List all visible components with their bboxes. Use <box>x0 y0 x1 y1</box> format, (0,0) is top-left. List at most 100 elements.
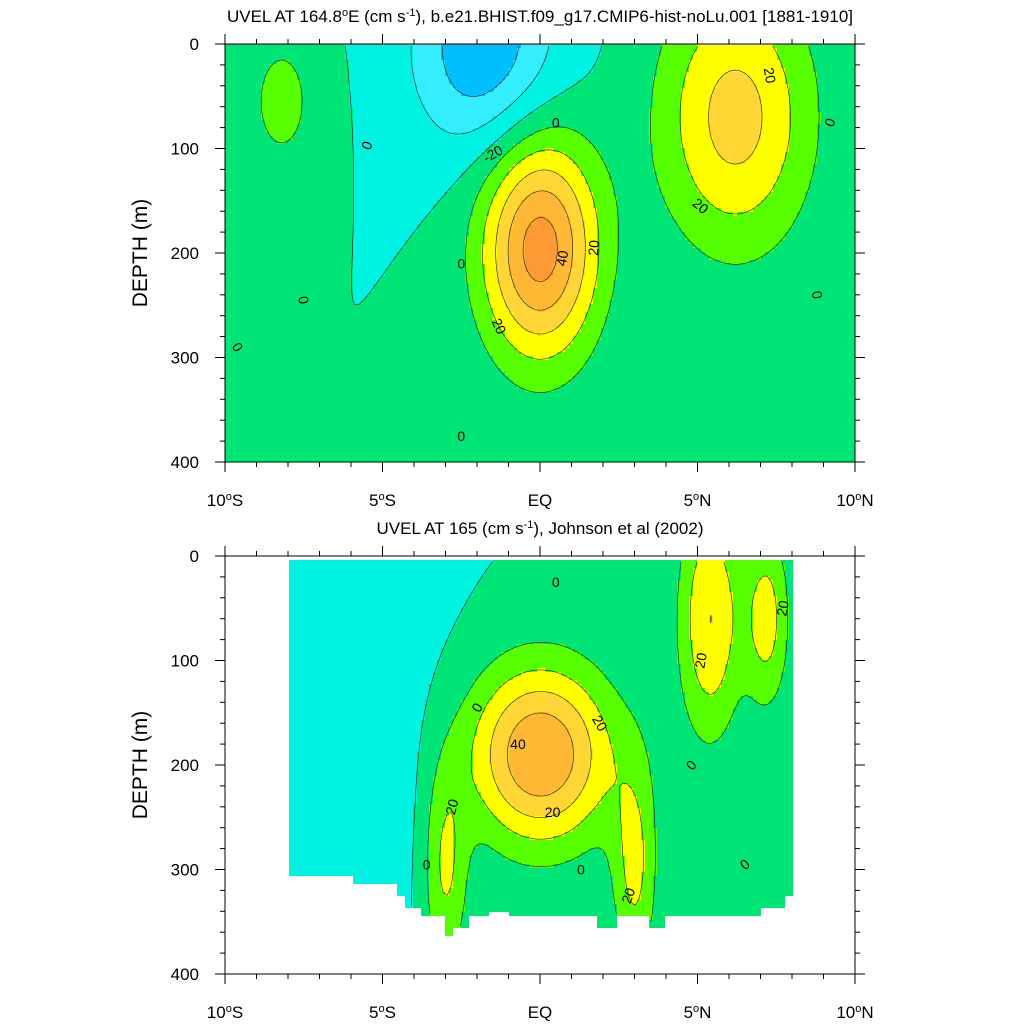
contour-cell <box>377 280 465 284</box>
contour-cell <box>465 896 613 900</box>
contour-cell <box>353 140 497 144</box>
contour-cell <box>789 608 793 612</box>
contour-cell <box>689 632 733 636</box>
contour-cell <box>349 96 421 100</box>
contour-cell <box>289 640 445 644</box>
contour-cell <box>577 164 605 168</box>
contour-cell <box>513 64 541 68</box>
contour-cell <box>689 620 709 624</box>
contour-cell <box>549 44 601 48</box>
contour-cell <box>653 160 685 164</box>
contour-cell <box>769 700 793 704</box>
contour-cell <box>461 916 469 920</box>
contour-cell <box>453 184 481 188</box>
contour-cell <box>537 76 585 80</box>
contour-cell <box>681 688 705 692</box>
contour-cell <box>709 104 761 108</box>
contour-cell <box>525 232 557 236</box>
contour-cell <box>445 932 453 936</box>
contour-cell <box>597 340 855 344</box>
contour-cell <box>681 116 709 120</box>
contour-cell <box>777 612 789 616</box>
contour-cell <box>577 796 601 800</box>
contour-cell <box>689 60 781 64</box>
contour-cell <box>589 356 855 360</box>
contour-cell <box>353 196 441 200</box>
contour-cell <box>441 56 517 60</box>
contour-cell <box>473 204 489 208</box>
contour-cell <box>817 144 855 148</box>
contour-cell <box>353 120 433 124</box>
contour-cell <box>509 244 525 248</box>
contour-cell <box>501 156 525 160</box>
contour-cell <box>709 112 761 116</box>
contour-cell <box>617 908 653 912</box>
contour-cell <box>517 96 553 100</box>
contour-cell <box>653 912 761 916</box>
contour-cell <box>489 204 505 208</box>
contour-cell <box>513 280 569 284</box>
contour-cell <box>353 264 389 268</box>
contour-cell <box>593 200 617 204</box>
contour-cell <box>429 804 485 808</box>
contour-cell <box>557 256 573 260</box>
contour-cell <box>785 72 817 76</box>
x-tick-degree: o <box>855 491 861 503</box>
contour-cell <box>225 192 353 196</box>
contour-line <box>411 561 789 927</box>
contour-cell <box>581 284 597 288</box>
contour-cell <box>429 696 465 700</box>
contour-cell <box>345 48 413 52</box>
contour-cell <box>413 864 429 868</box>
contour-cell <box>353 156 477 160</box>
contour-cell <box>617 768 649 772</box>
x-axis <box>224 34 856 472</box>
contour-cell <box>761 108 789 112</box>
contour-cell <box>485 236 497 240</box>
contour-cell <box>641 884 653 888</box>
contour-cell <box>521 180 565 184</box>
contour-cell <box>721 732 793 736</box>
contour-cell <box>445 644 517 648</box>
contour-cell <box>413 856 429 860</box>
contour-cell <box>597 224 617 228</box>
contour-cell <box>525 88 565 92</box>
contour-cell <box>441 748 473 752</box>
contour-cell <box>573 648 677 652</box>
contour-cell <box>417 224 469 228</box>
contour-cell <box>485 240 497 244</box>
contour-cell <box>757 88 789 92</box>
contour-cell <box>517 384 561 388</box>
contour-cell <box>773 188 809 192</box>
contour-cell <box>261 96 301 100</box>
contour-cell <box>617 260 721 264</box>
contour-cell <box>441 752 473 756</box>
contour-cell <box>697 560 725 564</box>
contour-cell <box>517 292 561 296</box>
contour-cell <box>761 128 789 132</box>
contour-cell <box>689 164 781 168</box>
contour-cell <box>225 184 353 188</box>
contour-cell <box>501 80 533 84</box>
contour-cell <box>485 264 497 268</box>
contour-cell <box>593 292 613 296</box>
contour-cell <box>265 128 297 132</box>
contour-cell <box>225 392 855 396</box>
contour-cell <box>493 776 513 780</box>
contour-cell <box>457 708 485 712</box>
contour-cell <box>429 840 441 844</box>
contour-cell <box>433 208 473 212</box>
contour-cell <box>453 844 477 848</box>
contour-cell <box>585 316 605 320</box>
contour-cell <box>533 220 549 224</box>
contour-cell <box>349 64 413 68</box>
contour-cell <box>677 608 689 612</box>
contour-cell <box>777 56 813 60</box>
contour-cell <box>569 772 589 776</box>
contour-cell <box>553 224 569 228</box>
contour-cell <box>509 148 545 152</box>
contour-cell <box>589 776 617 780</box>
contour-cell <box>525 300 557 304</box>
contour-cell <box>297 128 353 132</box>
contour-cell <box>577 680 609 684</box>
